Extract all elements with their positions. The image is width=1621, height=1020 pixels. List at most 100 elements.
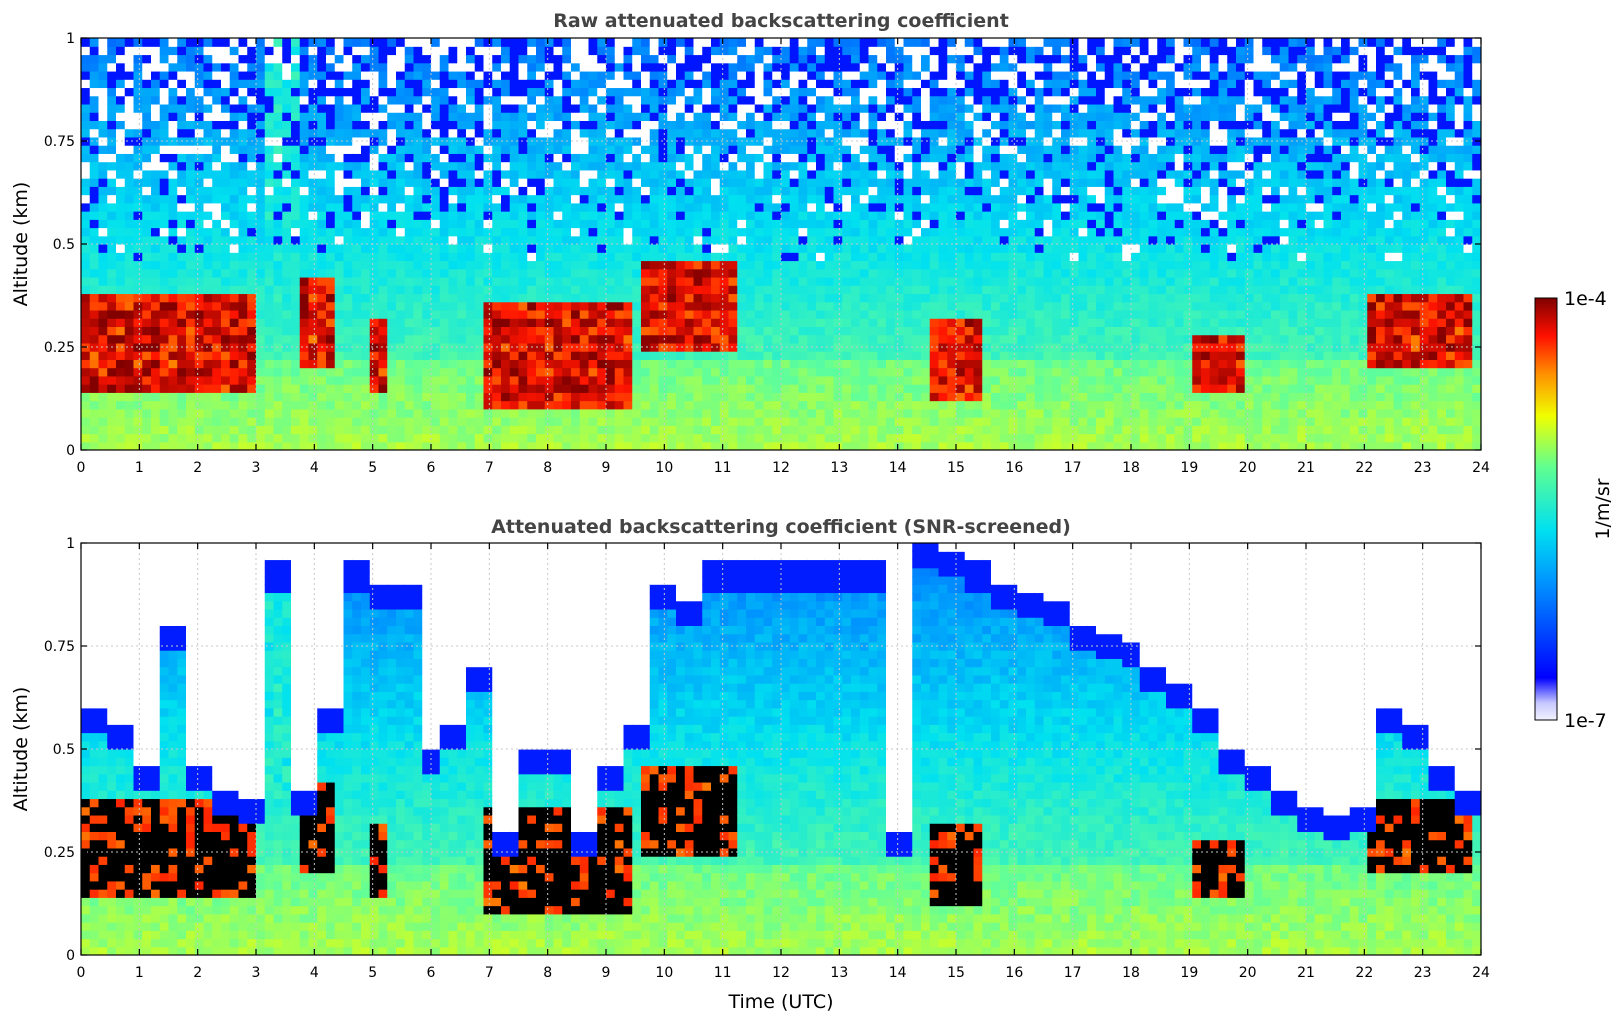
heatmap-cell <box>877 62 887 72</box>
heatmap-cell <box>168 359 178 369</box>
heatmap-cell <box>151 87 161 97</box>
heatmap-cell <box>693 211 703 220</box>
heatmap-cell <box>439 161 450 171</box>
heatmap-cell <box>553 351 563 360</box>
heatmap-cell <box>851 408 861 418</box>
heatmap-cell <box>378 178 388 187</box>
heatmap-cell <box>597 334 607 344</box>
heatmap-cell <box>509 268 520 278</box>
heatmap-cell <box>369 153 380 163</box>
heatmap-cell <box>369 169 380 179</box>
heatmap-cell <box>81 408 91 418</box>
heatmap-cell <box>422 235 432 245</box>
heatmap-cell <box>203 128 213 138</box>
heatmap-cell <box>282 186 292 196</box>
heatmap-cell <box>98 359 108 369</box>
heatmap-cell <box>693 186 703 196</box>
heatmap-cell <box>789 276 800 286</box>
heatmap-cell <box>89 46 100 56</box>
heatmap-cell <box>518 186 528 196</box>
heatmap-cell <box>448 375 458 385</box>
heatmap-cell <box>256 95 266 105</box>
heatmap-cell <box>352 244 362 253</box>
heatmap-cell <box>667 359 677 369</box>
heatmap-cell <box>343 367 353 377</box>
heatmap-cell <box>588 161 598 171</box>
heatmap-cell <box>693 417 703 426</box>
heatmap-cell <box>404 62 415 72</box>
heatmap-cell <box>151 318 161 327</box>
heatmap-cell <box>299 103 310 113</box>
heatmap-cell <box>98 169 108 179</box>
heatmap-cell <box>859 169 870 179</box>
heatmap-cell <box>98 268 108 278</box>
heatmap-cell <box>903 219 913 229</box>
heatmap-cell <box>859 136 870 146</box>
heatmap-cell <box>501 227 511 237</box>
heatmap-cell <box>606 309 616 319</box>
heatmap-cell <box>632 375 642 385</box>
heatmap-cell <box>448 309 458 319</box>
heatmap-cell <box>772 309 782 319</box>
heatmap-cell <box>929 326 940 336</box>
heatmap-cell <box>317 326 327 336</box>
heatmap-cell <box>492 227 502 237</box>
heatmap-cell <box>798 54 808 64</box>
heatmap-cell <box>483 351 493 360</box>
heatmap-cell <box>273 38 283 47</box>
heatmap-cell <box>378 260 388 270</box>
heatmap-cell <box>133 136 143 146</box>
heatmap-cell <box>212 95 222 105</box>
heatmap-cell <box>124 70 135 80</box>
heatmap-cell <box>868 128 878 138</box>
heatmap-cell <box>229 433 240 443</box>
heatmap-cell <box>527 384 537 393</box>
heatmap-cell <box>431 202 441 212</box>
heatmap-cell <box>693 318 703 327</box>
heatmap-cell <box>649 285 660 295</box>
heatmap-cell <box>807 285 817 295</box>
heatmap-cell <box>929 408 940 418</box>
heatmap-cell <box>807 186 817 196</box>
heatmap-cell <box>361 235 371 245</box>
heatmap-cell <box>361 145 371 154</box>
heatmap-cell <box>676 359 686 369</box>
heatmap-cell <box>142 120 152 130</box>
heatmap-cell <box>501 194 511 204</box>
heatmap-cell <box>221 161 231 171</box>
heatmap-cell <box>159 186 170 196</box>
heatmap-cell <box>929 375 940 385</box>
heatmap-cell <box>544 128 555 138</box>
heatmap-cell <box>693 268 703 278</box>
heatmap-cell <box>492 62 502 72</box>
heatmap-cell <box>89 293 100 303</box>
heatmap-cell <box>711 260 721 270</box>
heatmap-cell <box>282 227 292 237</box>
heatmap-cell <box>921 169 931 179</box>
heatmap-cell <box>728 417 738 426</box>
heatmap-cell <box>186 54 196 64</box>
heatmap-cell <box>851 244 861 253</box>
heatmap-cell <box>658 384 668 393</box>
heatmap-cell <box>326 112 336 121</box>
heatmap-cell <box>107 112 117 121</box>
heatmap-cell <box>938 103 948 113</box>
heatmap-cell <box>291 194 301 204</box>
heatmap-cell <box>597 326 607 336</box>
heatmap-cell <box>518 169 528 179</box>
heatmap-cell <box>789 235 800 245</box>
heatmap-cell <box>203 285 213 295</box>
heatmap-cell <box>536 433 546 443</box>
heatmap-cell <box>483 169 493 179</box>
heatmap-cell <box>641 235 651 245</box>
heatmap-cell <box>422 318 432 327</box>
heatmap-cell <box>159 38 170 47</box>
heatmap-cell <box>527 351 537 360</box>
heatmap-cell <box>378 293 388 303</box>
heatmap-cell <box>308 79 318 89</box>
heatmap-cell <box>238 128 248 138</box>
heatmap-cell <box>518 408 528 418</box>
heatmap-cell <box>676 417 686 426</box>
heatmap-cell <box>754 145 765 154</box>
heatmap-cell <box>361 161 371 171</box>
